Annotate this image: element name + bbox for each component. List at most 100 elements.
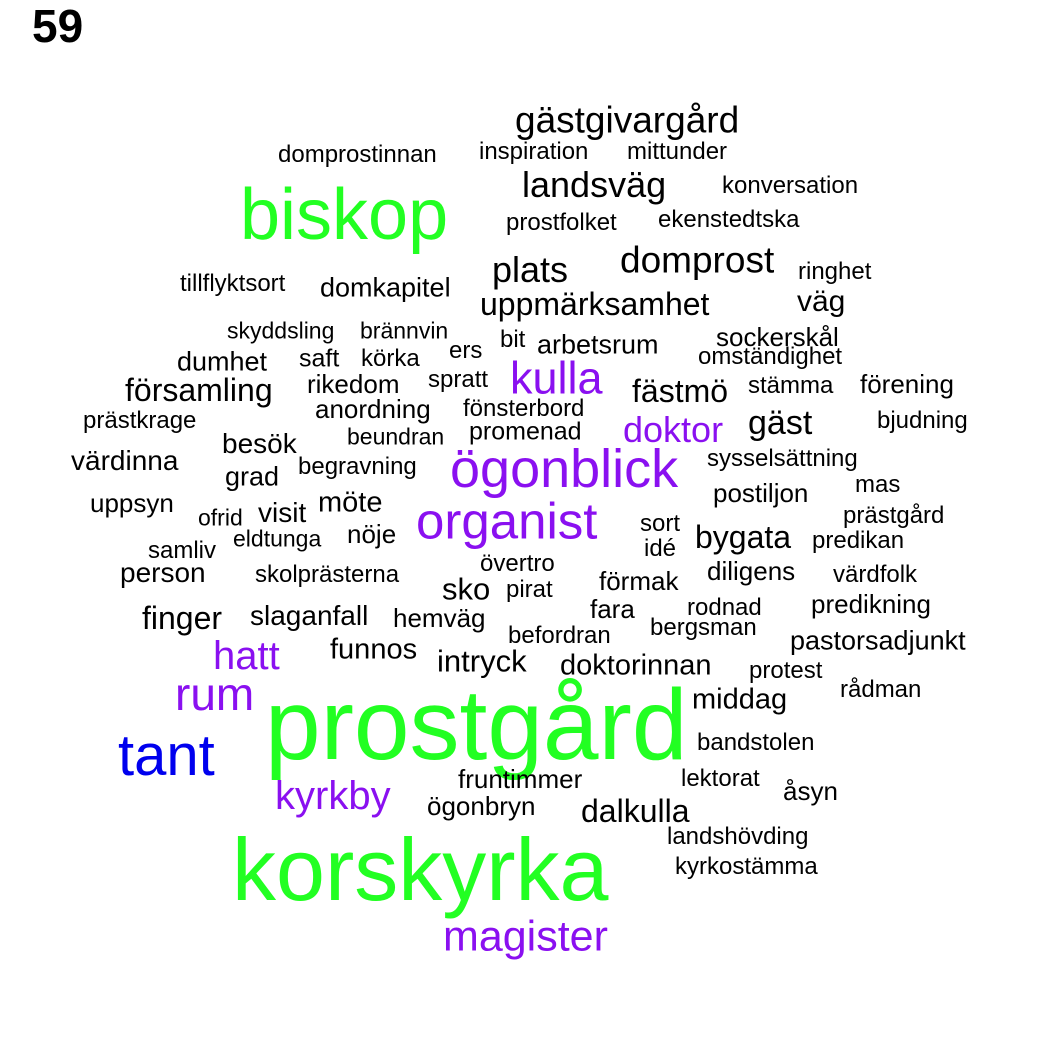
word-sockerskal: sockerskål — [716, 322, 839, 352]
word-spratt: spratt — [428, 366, 489, 393]
figure-number-label: 59 — [32, 0, 84, 52]
word-landsvag: landsväg — [522, 164, 667, 205]
word-diligens: diligens — [707, 556, 796, 586]
word-begravning: begravning — [298, 453, 417, 480]
word-ofrid: ofrid — [198, 504, 243, 531]
word-domkapitel: domkapitel — [320, 272, 451, 303]
word-bandstolen: bandstolen — [697, 729, 815, 756]
word-mas: mas — [855, 471, 901, 498]
word-overtro: övertro — [480, 550, 555, 577]
word-doktorinnan: doktorinnan — [560, 649, 712, 682]
word-brannvin: brännvin — [360, 317, 449, 344]
word-mote: möte — [318, 486, 383, 519]
word-befordran: befordran — [508, 622, 611, 649]
word-prastkrage: prästkrage — [83, 407, 197, 434]
word-fastmo: fästmö — [632, 373, 729, 409]
word-vag: väg — [797, 285, 846, 318]
word-korskyrka: korskyrka — [232, 820, 609, 919]
word-gast: gäst — [748, 404, 813, 442]
word-bit: bit — [500, 326, 526, 353]
word-anordning: anordning — [315, 394, 431, 424]
word-besok: besök — [222, 428, 297, 459]
word-korka: körka — [361, 345, 420, 372]
word-intryck: intryck — [437, 643, 527, 679]
word-plats: plats — [492, 249, 569, 290]
word-promenad: promenad — [469, 417, 582, 446]
word-sko: sko — [442, 571, 491, 607]
word-biskop: biskop — [240, 175, 449, 255]
word-forsamling: församling — [125, 372, 273, 408]
word-rum: rum — [175, 668, 255, 720]
word-bergsman: bergsman — [650, 614, 757, 641]
word-bygata: bygata — [695, 519, 792, 555]
word-pastorsadjunkt: pastorsadjunkt — [790, 625, 966, 656]
word-vardinna: värdinna — [71, 445, 179, 476]
word-landshovding: landshövding — [667, 823, 809, 850]
word-mittunder: mittunder — [627, 138, 728, 165]
word-beundran: beundran — [347, 423, 445, 450]
word-doktor: doktor — [623, 409, 724, 450]
word-organist: organist — [416, 492, 598, 550]
word-formak: förmak — [599, 566, 679, 596]
word-predikning: predikning — [811, 589, 931, 619]
word-slaganfall: slaganfall — [250, 600, 369, 631]
word-kyrkby: kyrkby — [275, 774, 391, 818]
word-fonsterbord: fönsterbord — [463, 395, 585, 422]
word-dumhet: dumhet — [177, 346, 268, 377]
word-omstandighet: omständighet — [698, 343, 843, 370]
word-middag: middag — [692, 683, 788, 716]
word-radman: rådman — [840, 676, 922, 703]
word-rodnad: rodnad — [687, 594, 762, 621]
word-ekenstedtska: ekenstedtska — [658, 206, 800, 233]
word-konversation: konversation — [722, 172, 859, 199]
word-forening: förening — [860, 369, 954, 399]
word-ers: ers — [449, 337, 483, 364]
word-inspiration: inspiration — [479, 138, 589, 165]
word-ogonblick: ögonblick — [450, 439, 679, 499]
word-rikedom: rikedom — [307, 369, 400, 399]
word-gastgivargard: gästgivargård — [515, 99, 740, 141]
word-sort: sort — [640, 510, 681, 537]
word-kyrkostamma: kyrkostämma — [675, 853, 818, 880]
word-asyn: åsyn — [783, 776, 838, 806]
word-prostgard: prostgård — [265, 669, 688, 781]
word-noje: nöje — [347, 519, 397, 549]
word-finger: finger — [142, 600, 223, 636]
word-funnos: funnos — [330, 633, 418, 666]
word-tillflyktsort: tillflyktsort — [180, 270, 286, 297]
word-magister: magister — [443, 912, 608, 961]
word-lektorat: lektorat — [681, 765, 760, 792]
word-skyddsling: skyddsling — [227, 317, 335, 344]
word-prastgard: prästgård — [843, 502, 945, 529]
word-grad: grad — [225, 461, 280, 492]
word-visit: visit — [258, 497, 307, 528]
word-saft: saft — [299, 344, 340, 373]
word-stamma: stämma — [748, 372, 834, 399]
word-person: person — [120, 557, 206, 588]
word-tant: tant — [118, 723, 215, 788]
word-domprostinnan: domprostinnan — [278, 141, 437, 168]
word-protest: protest — [749, 657, 823, 684]
word-uppsyn: uppsyn — [90, 488, 174, 518]
word-ringhet: ringhet — [798, 258, 872, 285]
word-samliv: samliv — [148, 537, 217, 564]
word-postiljon: postiljon — [713, 478, 809, 508]
word-ogonbryn: ögonbryn — [427, 791, 536, 821]
word-arbetsrum: arbetsrum — [537, 329, 659, 360]
word-dalkulla: dalkulla — [581, 793, 690, 829]
word-hemvag: hemväg — [393, 603, 486, 633]
word-domprost: domprost — [620, 239, 775, 281]
word-kulla: kulla — [510, 352, 603, 404]
word-fara: fara — [590, 594, 635, 624]
word-vardfolk: värdfolk — [833, 561, 918, 588]
word-prostfolket: prostfolket — [506, 209, 617, 236]
word-predikan: predikan — [812, 527, 905, 554]
word-fruntimmer: fruntimmer — [458, 764, 583, 794]
word-sysselsattning: sysselsättning — [707, 445, 858, 472]
word-pirat: pirat — [506, 576, 553, 603]
word-bjudning: bjudning — [877, 407, 968, 434]
word-eldtunga: eldtunga — [233, 525, 322, 552]
word-ide: idé — [644, 535, 677, 562]
word-hatt: hatt — [213, 634, 280, 678]
word-skolprasterna: skolprästerna — [255, 561, 400, 588]
